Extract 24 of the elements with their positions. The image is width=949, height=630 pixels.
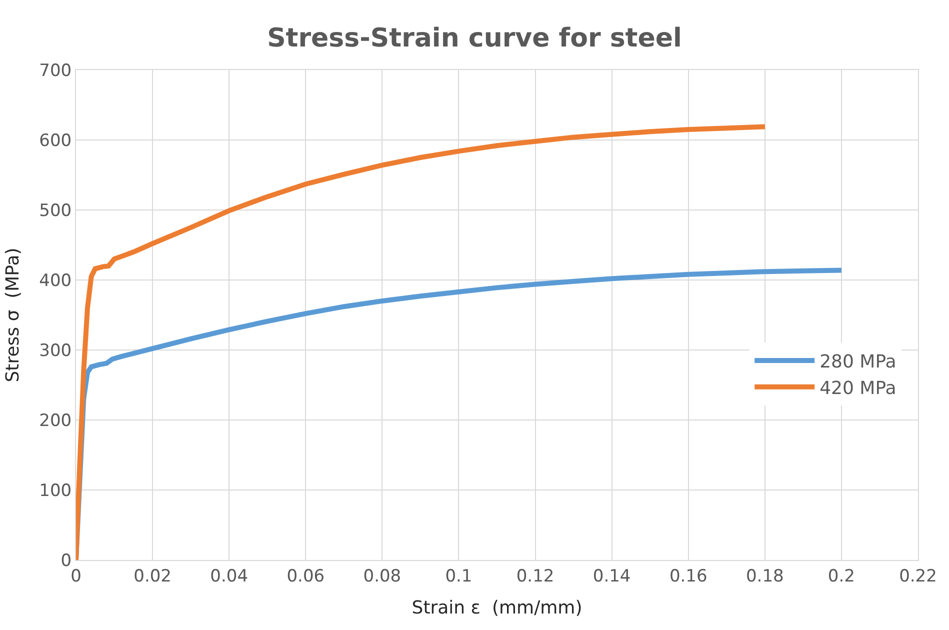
x-tick-label: 0.02 [134, 566, 172, 586]
x-tick-label: 0.16 [669, 566, 708, 586]
legend-label: 420 MPa [820, 378, 896, 399]
x-tick-label: 0.22 [899, 566, 937, 586]
legend-label: 280 MPa [820, 352, 896, 373]
y-tick-label: 600 [39, 130, 72, 151]
x-axis-title: Strain ε (mm/mm) [412, 598, 582, 618]
y-tick-label: 0 [60, 550, 72, 571]
y-tick-label: 400 [39, 270, 72, 291]
y-tick-label: 100 [39, 480, 72, 501]
x-tick-label: 0.14 [592, 566, 631, 586]
y-tick-label: 200 [39, 410, 72, 431]
x-tick-label: 0.18 [746, 566, 784, 586]
chart-title: Stress-Strain curve for steel [267, 24, 682, 54]
x-tick-label: 0.08 [363, 566, 402, 586]
y-tick-label: 500 [39, 200, 72, 221]
x-tick-label: 0.06 [286, 566, 325, 586]
x-tick-label: 0.12 [516, 566, 554, 586]
x-tick-label: 0.1 [445, 566, 472, 586]
x-tick-label: 0.04 [210, 566, 248, 586]
y-tick-label: 700 [39, 60, 72, 81]
y-axis-title: Stress σ (MPa) [2, 248, 24, 382]
y-tick-label: 300 [39, 340, 72, 361]
x-tick-label: 0.2 [828, 566, 855, 586]
